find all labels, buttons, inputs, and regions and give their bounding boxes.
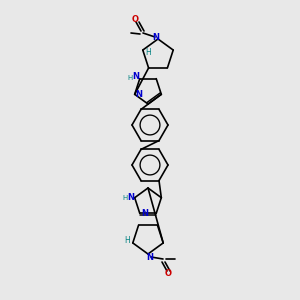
Text: O: O [164, 269, 172, 278]
Text: N: N [141, 209, 148, 218]
Text: H: H [127, 75, 132, 81]
Text: N: N [127, 193, 134, 202]
Text: N: N [146, 253, 154, 262]
Text: N: N [152, 32, 160, 41]
Text: N: N [132, 72, 139, 81]
Text: H: H [122, 195, 127, 201]
Text: H: H [124, 236, 130, 245]
Text: N: N [135, 90, 142, 99]
Text: H: H [145, 48, 151, 57]
Text: O: O [131, 14, 139, 23]
